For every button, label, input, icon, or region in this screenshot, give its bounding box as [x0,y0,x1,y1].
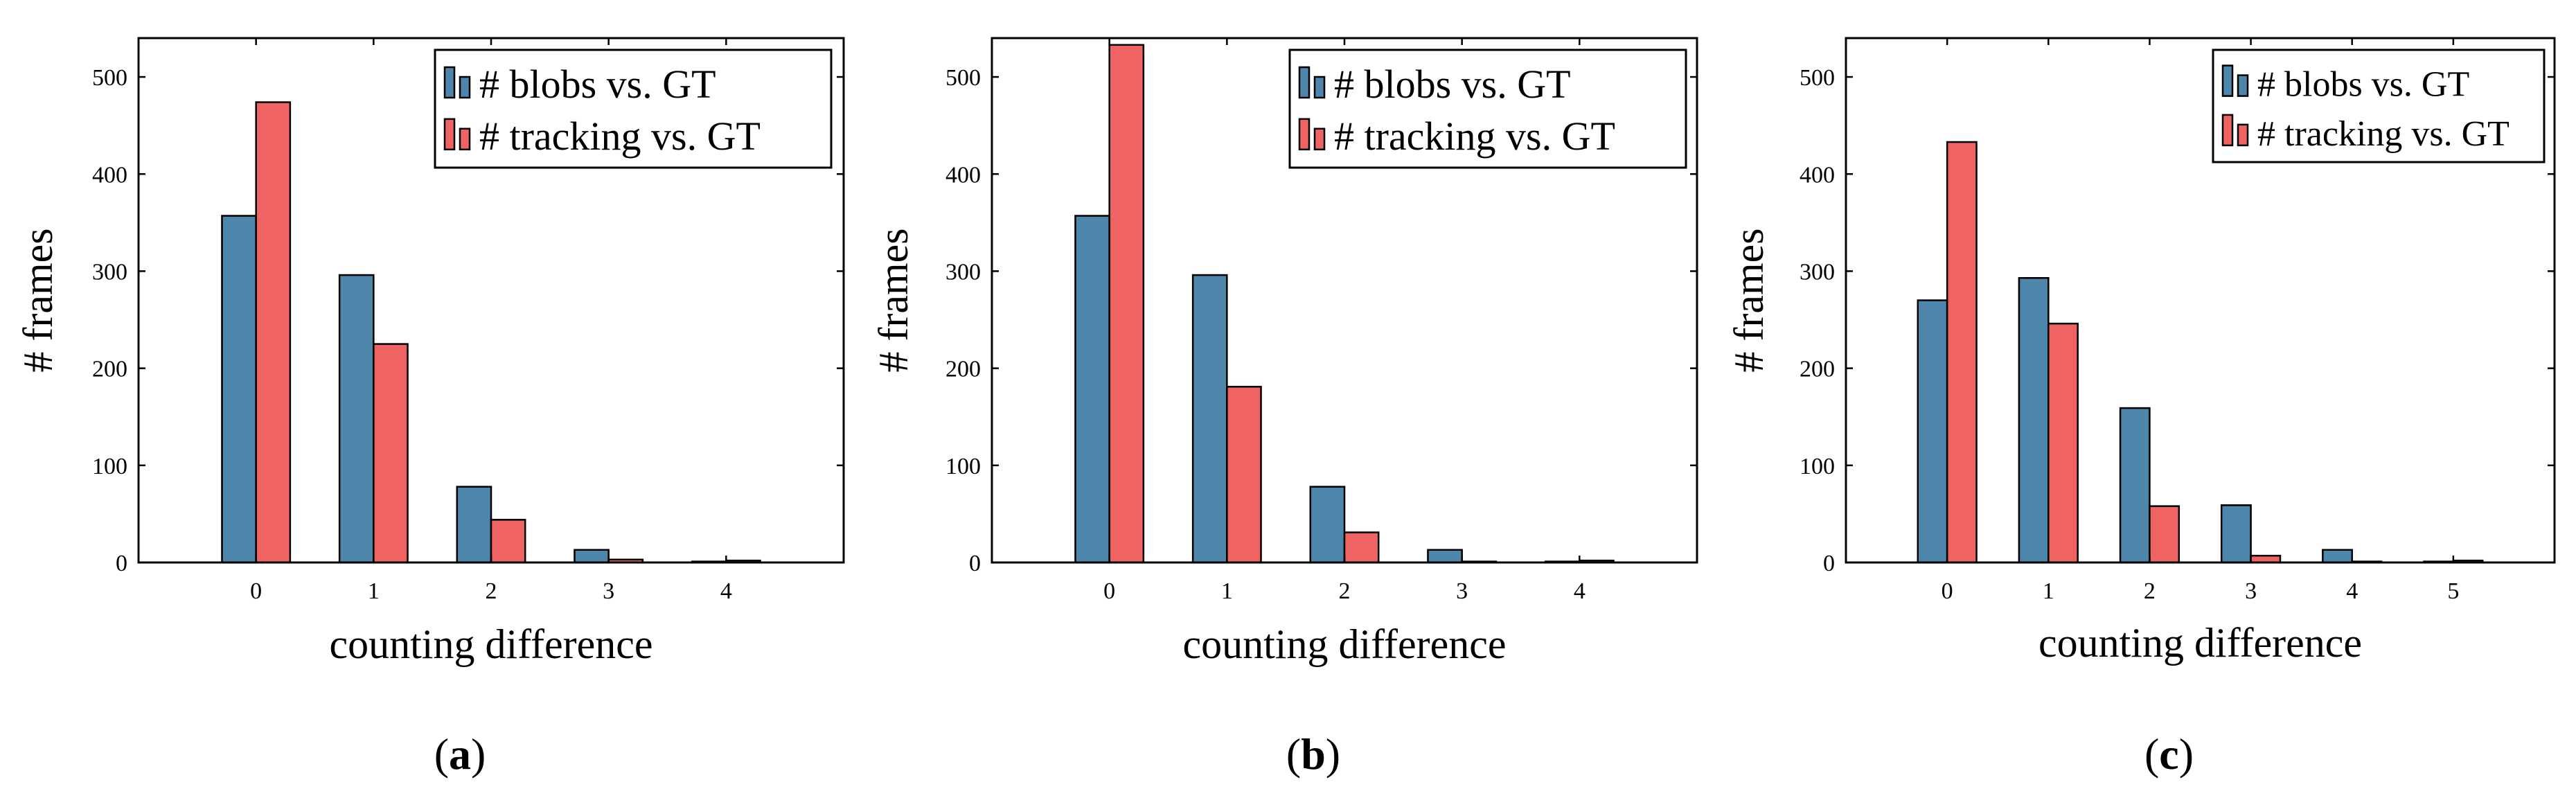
panel-b-xtick-label-4: 4 [1574,578,1585,604]
panel-c-ytick-label-300: 300 [1800,259,1835,285]
panel-b-y-axis-label: # frames [871,228,916,372]
panel-c-ytick-label-0: 0 [1823,551,1835,576]
panel-c-legend-label-tracking: # tracking vs. GT [2257,114,2510,154]
panel-c-bar-blobs-1 [2018,277,2050,564]
panel-a-ytick-label-0: 0 [116,551,127,576]
panel-b: 0 1 2 3 4 0 100 200 300 400 500 counting difference… [871,37,1698,779]
panel-a-bar-blobs-3 [574,549,610,564]
panel-c-xtick-label-5: 5 [2447,578,2459,604]
panel-c-bar-blobs-3 [2220,504,2252,564]
panel-b-plot-frame [991,37,1698,564]
panel-b-bar-tracking-1 [1226,386,1262,564]
panel-a-xtick-label-4: 4 [720,578,732,604]
panel-a-bar-tracking-2 [490,519,526,564]
panel-c-xtick-label-2: 2 [2144,578,2156,604]
panel-a-xtick-label-1: 1 [368,578,380,604]
panel-b-legend-swatch-tall-1 [1298,118,1311,151]
panel-b-caption: (b) [1286,729,1340,779]
panel-c-legend-box [2212,48,2546,163]
panel-b-legend-swatch-short-1 [1313,127,1326,151]
panel-a-ytick-label-200: 200 [92,357,127,382]
panel-b-bar-blobs-1 [1191,274,1228,564]
panel-c-ytick-label-400: 400 [1800,162,1835,188]
panel-c-xtick-label-3: 3 [2245,578,2257,604]
panel-c: 0 1 2 3 4 5 0 100 200 300 400 500 counting differenc… [1726,37,2556,779]
panel-b-bar-tracking-2 [1343,531,1380,564]
panel-c-legend-swatch-short-0 [2237,74,2249,97]
panel-a-legend-swatch-tall-1 [443,118,456,151]
panel-b-legend-label-blobs: # blobs vs. GT [1334,62,1571,107]
panel-b-bar-tracking-0 [1108,44,1145,564]
panel-b-ytick-label-500: 500 [945,65,981,91]
panel-a-xtick-label-2: 2 [486,578,497,604]
panel-a-xtick-label-0: 0 [250,578,262,604]
panel-a-legend-box [434,48,833,169]
panel-c-y-axis-label: # frames [1726,228,1772,372]
panel-c-bar-tracking-0 [1946,141,1978,564]
panel-c-legend: # blobs vs. GT # tracking vs. GT [2212,48,2546,163]
panel-b-ytick-label-400: 400 [945,162,981,188]
panel-a-legend: # blobs vs. GT # tracking vs. GT [434,48,833,169]
panel-a-ytick-label-500: 500 [92,65,127,91]
panel-b-legend-box [1288,48,1687,169]
panel-b-bar-blobs-3 [1427,549,1463,564]
panel-a: 0 1 2 3 4 0 100 200 300 400 500 counting difference… [15,37,845,779]
panel-b-ytick-label-0: 0 [969,551,981,576]
panel-c-plot-frame [1845,37,2556,564]
panel-a-bar-tracking-1 [373,343,409,564]
panel-a-plot-frame [137,37,845,564]
panel-b-bar-blobs-0 [1074,215,1110,564]
panel-a-bar-blobs-1 [338,274,375,564]
panel-c-xtick-label-1: 1 [2043,578,2054,604]
panel-c-bar-blobs-4 [2322,549,2353,564]
panel-c-legend-swatch-tall-0 [2221,64,2234,97]
panel-a-bar-blobs-2 [456,486,492,564]
panel-c-xtick-label-0: 0 [1942,578,1953,604]
panel-b-xtick-label-2: 2 [1339,578,1351,604]
panel-a-xtick-label-3: 3 [603,578,614,604]
panel-c-bar-tracking-1 [2048,322,2079,564]
panel-b-bar-blobs-2 [1309,486,1346,564]
panel-b-ytick-label-100: 100 [945,454,981,479]
panel-a-legend-swatch-tall-0 [443,66,456,99]
panel-a-legend-swatch-short-1 [459,127,471,151]
panel-a-y-axis-label: # frames [15,228,61,372]
panel-c-caption: (c) [2144,729,2194,779]
panel-b-ytick-label-300: 300 [945,259,981,285]
panel-c-ytick-label-100: 100 [1800,454,1835,479]
panel-c-legend-label-blobs: # blobs vs. GT [2257,65,2469,105]
panel-b-x-axis-label: counting difference [1182,621,1506,667]
panel-a-bar-blobs-0 [221,215,257,564]
panel-c-legend-swatch-short-1 [2237,123,2249,147]
panel-b-legend: # blobs vs. GT # tracking vs. GT [1288,48,1687,169]
panel-a-legend-label-tracking: # tracking vs. GT [479,114,761,159]
panel-a-caption: (a) [434,729,486,779]
panel-b-ytick-label-200: 200 [945,357,981,382]
panel-a-bar-tracking-0 [255,101,292,564]
panel-b-legend-label-tracking: # tracking vs. GT [1334,114,1615,159]
panel-b-legend-swatch-tall-0 [1298,66,1311,99]
panel-c-ytick-label-200: 200 [1800,357,1835,382]
panel-b-xtick-label-3: 3 [1456,578,1468,604]
panel-c-bar-blobs-2 [2119,407,2151,564]
panel-a-legend-label-blobs: # blobs vs. GT [479,62,716,107]
panel-a-ytick-label-400: 400 [92,162,127,188]
panel-b-legend-swatch-short-0 [1313,76,1326,99]
panel-a-ytick-label-300: 300 [92,259,127,285]
panel-c-x-axis-label: counting difference [2038,620,2362,666]
panel-c-bar-blobs-0 [1917,299,1948,564]
panel-a-ytick-label-100: 100 [92,454,127,479]
panel-b-xtick-label-0: 0 [1103,578,1115,604]
panel-c-xtick-label-4: 4 [2346,578,2358,604]
panel-c-ytick-label-500: 500 [1800,65,1835,91]
panel-c-legend-swatch-tall-1 [2221,114,2234,147]
panel-a-x-axis-label: counting difference [329,621,652,667]
panel-a-legend-swatch-short-0 [459,76,471,99]
panel-b-xtick-label-1: 1 [1221,578,1233,604]
panel-c-bar-tracking-2 [2149,505,2180,564]
